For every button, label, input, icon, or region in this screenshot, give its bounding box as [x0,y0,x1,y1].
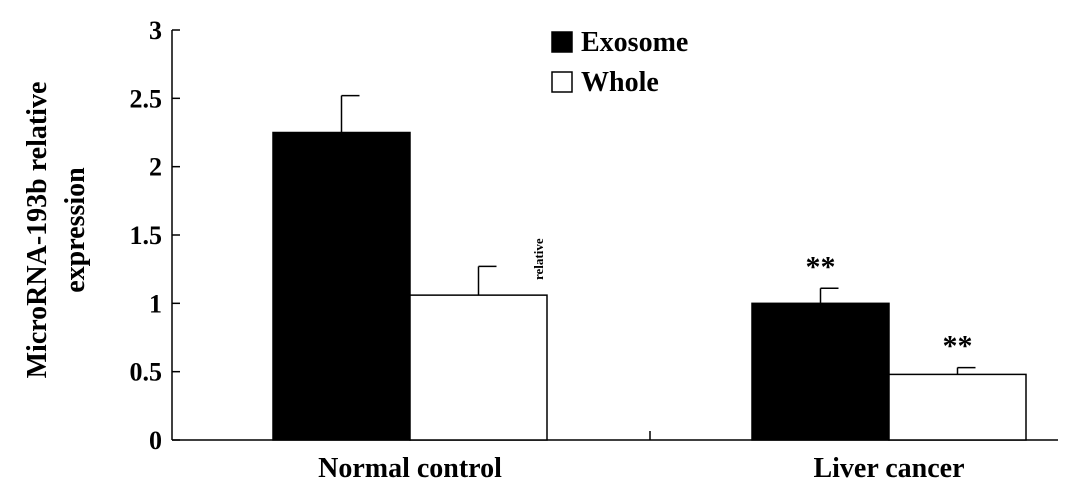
bar-whole-0 [409,294,548,441]
legend: Exosome Whole [551,27,688,98]
legend-swatch-exosome [551,31,573,53]
annotation-text: relative [531,238,546,280]
y-axis-label-line-2: expression [60,167,91,293]
annotations: ** ** relative [531,238,973,362]
y-tick-label: 2 [149,153,162,182]
y-tick-label: 1.5 [130,221,163,250]
x-tick-labels: Normal control Liver cancer [318,453,964,484]
y-tick-label: 0.5 [130,358,163,387]
y-tick-label: 2.5 [130,84,163,113]
legend-swatch-whole [551,71,573,93]
legend-label-exosome: Exosome [581,27,688,58]
y-ticks: 0 0.5 1 1.5 2 2.5 3 [130,16,180,455]
x-tick-label: Normal control [318,453,502,484]
y-axis-label-line-1: MicroRNA-193b relative [22,82,53,379]
significance-marker: ** [943,330,973,363]
x-tick-label: Liver cancer [813,453,964,484]
bar-exosome-1 [751,302,890,441]
bars [272,94,1027,441]
significance-marker: ** [806,250,836,283]
bar-exosome-0 [272,131,411,441]
y-axis-label: MicroRNA-193b relative expression [22,82,91,379]
y-tick-label: 0 [149,426,162,455]
y-tick-label: 1 [149,289,162,318]
legend-label-whole: Whole [581,67,659,98]
bar-whole-1 [888,373,1027,441]
y-tick-label: 3 [149,16,162,45]
